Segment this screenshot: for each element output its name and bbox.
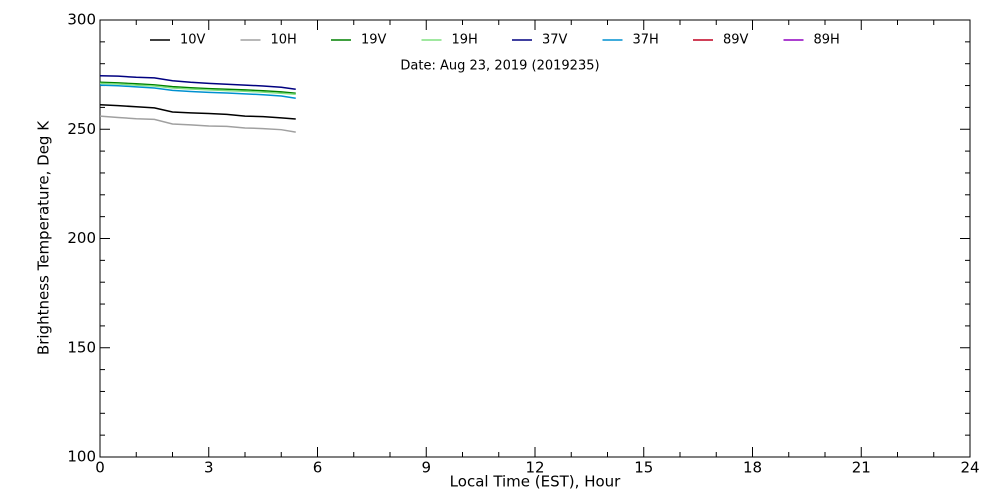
legend-label: 37H bbox=[633, 33, 659, 48]
plot-frame bbox=[99, 19, 971, 458]
chart-subtitle: Date: Aug 23, 2019 (2019235) bbox=[400, 59, 599, 74]
x-tick-label: 21 bbox=[852, 459, 871, 477]
y-tick-label: 100 bbox=[67, 448, 96, 466]
series-line bbox=[99, 104, 296, 120]
legend-label: 19V bbox=[361, 33, 387, 48]
x-tick-label: 9 bbox=[421, 459, 431, 477]
series-line bbox=[99, 84, 296, 99]
series-line bbox=[99, 115, 296, 133]
legend-label: 10H bbox=[271, 33, 297, 48]
x-tick-label: 15 bbox=[634, 459, 653, 477]
legend-label: 10V bbox=[180, 33, 206, 48]
y-axis-title: Brightness Temperature, Deg K bbox=[35, 120, 53, 355]
x-tick-label: 18 bbox=[743, 459, 762, 477]
x-axis-title: Local Time (EST), Hour bbox=[450, 473, 621, 491]
x-tick-label: 6 bbox=[313, 459, 323, 477]
legend-label: 89V bbox=[723, 33, 749, 48]
x-tick-label: 3 bbox=[204, 459, 214, 477]
y-tick-label: 150 bbox=[67, 338, 96, 356]
series-line bbox=[99, 82, 296, 96]
x-tick-label: 0 bbox=[95, 459, 105, 477]
series-line bbox=[99, 81, 296, 94]
x-tick-label: 24 bbox=[960, 459, 979, 477]
y-tick-label: 250 bbox=[67, 120, 96, 138]
y-tick-label: 200 bbox=[67, 229, 96, 247]
legend-label: 19H bbox=[452, 33, 478, 48]
legend-label: 37V bbox=[542, 33, 568, 48]
y-tick-label: 300 bbox=[67, 11, 96, 29]
legend-label: 89H bbox=[814, 33, 840, 48]
series-line bbox=[99, 74, 296, 91]
x-tick-label: 12 bbox=[525, 459, 544, 477]
